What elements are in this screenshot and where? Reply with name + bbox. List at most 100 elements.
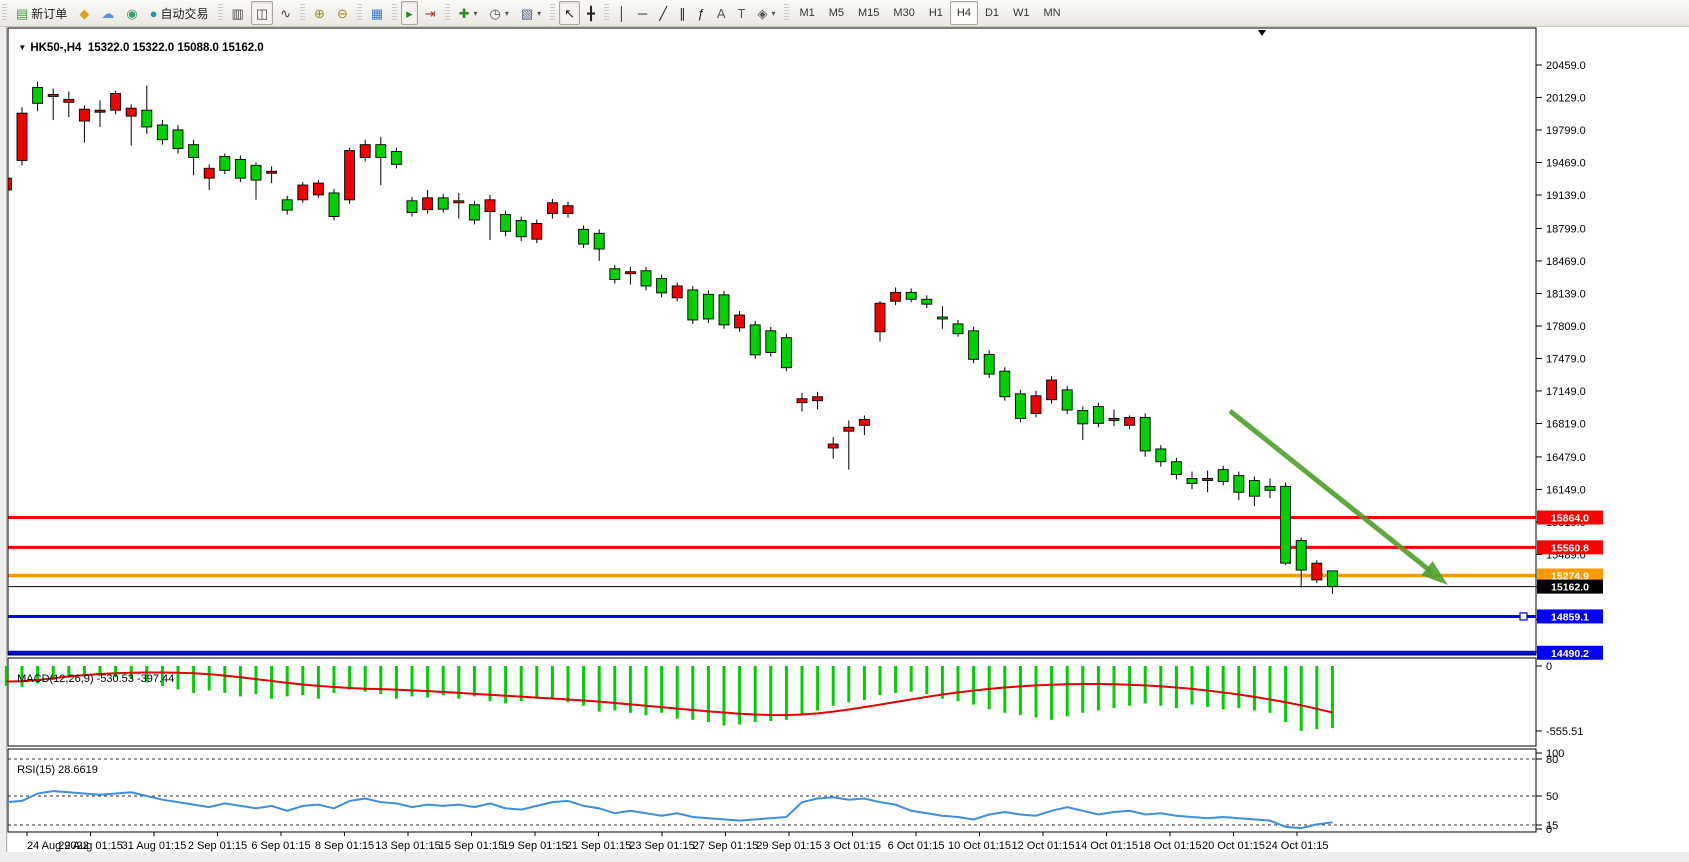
candle-body[interactable] (578, 228, 590, 245)
candle-body[interactable] (968, 330, 980, 360)
candle-body[interactable] (687, 289, 699, 321)
candle-body[interactable] (390, 151, 402, 165)
candle-body[interactable] (734, 314, 746, 329)
candle-body[interactable] (593, 232, 605, 250)
cursor-button[interactable]: ↖ (559, 1, 581, 25)
candle-body[interactable] (874, 302, 886, 333)
timeframe-w1-button[interactable]: W1 (1013, 7, 1030, 19)
candle-body[interactable] (297, 184, 309, 201)
candle-body[interactable] (983, 353, 995, 375)
candle-body[interactable] (1155, 448, 1167, 463)
candle-body[interactable] (999, 370, 1011, 398)
candle-body[interactable] (63, 98, 75, 103)
line-chart-button[interactable]: ∿ (275, 1, 296, 25)
timeframe-h4-button[interactable]: H4 (949, 1, 978, 25)
candle-body[interactable] (468, 204, 480, 221)
candle-body[interactable] (780, 337, 792, 369)
candle-body[interactable] (437, 197, 449, 210)
crosshair-button[interactable]: ╋ (582, 1, 600, 25)
candle-body[interactable] (1186, 478, 1198, 484)
candle-body[interactable] (1077, 410, 1089, 425)
candle-body[interactable] (359, 144, 371, 158)
candle-body[interactable] (344, 150, 356, 201)
periods-button[interactable]: ◷ ▾ (485, 1, 514, 25)
candle-body[interactable] (562, 205, 574, 215)
candle-body[interactable] (1, 177, 12, 191)
candle-body[interactable] (32, 87, 44, 104)
candle-body[interactable] (219, 156, 231, 171)
candle-body[interactable] (203, 167, 215, 179)
text-button[interactable]: A (712, 1, 731, 25)
candle-body[interactable] (936, 316, 948, 320)
chart-shift-button[interactable]: ⇥ (420, 1, 441, 25)
candle-body[interactable] (546, 202, 558, 215)
vertical-line-button[interactable]: │ (613, 1, 631, 25)
candle-body[interactable] (827, 443, 839, 449)
horizontal-line-button[interactable]: ─ (633, 1, 652, 25)
signal-icon-button[interactable]: ◉ (121, 1, 142, 25)
candle-body[interactable] (858, 418, 870, 426)
tile-windows-button[interactable]: ▦ (366, 1, 388, 25)
candle-body[interactable] (1202, 478, 1214, 481)
candle-body[interactable] (1264, 485, 1276, 491)
candle-body[interactable] (16, 112, 28, 161)
candle-body[interactable] (312, 182, 324, 196)
candle-body[interactable] (110, 93, 122, 111)
candle-body[interactable] (1295, 540, 1307, 571)
trendline-button[interactable]: ╱ (654, 1, 672, 25)
candle-body[interactable] (1061, 389, 1073, 411)
candle-body[interactable] (1046, 379, 1058, 401)
zoom-in-button[interactable]: ⊕ (309, 1, 330, 25)
candle-body[interactable] (921, 298, 933, 305)
timeframe-d1-button[interactable]: D1 (984, 7, 1000, 19)
timeframe-h1-button[interactable]: H1 (928, 7, 943, 19)
templates-button[interactable]: ▧ ▾ (516, 1, 546, 25)
candle-body[interactable] (1217, 469, 1229, 482)
candle-body[interactable] (765, 330, 777, 353)
chart-shift-marker-icon[interactable] (1258, 30, 1266, 36)
candle-body[interactable] (890, 291, 902, 302)
candle-body[interactable] (624, 271, 636, 275)
auto-trading-button[interactable]: ● 自动交易 (145, 1, 214, 25)
candle-body[interactable] (1108, 417, 1120, 421)
candle-body[interactable] (141, 109, 153, 128)
candle-body[interactable] (453, 200, 465, 204)
candle-body[interactable] (796, 398, 808, 404)
timeframe-mn-button[interactable]: MN (1043, 7, 1061, 19)
candle-body[interactable] (718, 294, 730, 326)
candle-body[interactable] (266, 170, 278, 174)
candle-body[interactable] (47, 93, 59, 97)
candle-body[interactable] (749, 324, 761, 356)
candle-body[interactable] (1233, 475, 1245, 493)
candle-body[interactable] (812, 396, 824, 402)
timeframe-m30-button[interactable]: M30 (893, 7, 915, 19)
indicators-button[interactable]: ✚ ▾ (454, 1, 483, 25)
timeframe-m5-button[interactable]: M5 (828, 7, 845, 19)
candle-body[interactable] (656, 278, 668, 294)
fibonacci-button[interactable]: ƒ (693, 1, 710, 25)
timeframe-m1-button[interactable]: M1 (799, 7, 815, 19)
community-icon-button[interactable]: ☁ (96, 1, 119, 25)
equidistant-channel-button[interactable]: ∥ (674, 1, 691, 25)
candle-body[interactable] (500, 214, 512, 232)
candle-body[interactable] (531, 222, 543, 240)
candle-body[interactable] (952, 323, 964, 335)
candle-body[interactable] (1014, 393, 1026, 419)
candle-body[interactable] (1311, 562, 1323, 581)
line-selection-handle[interactable] (1519, 612, 1528, 621)
candle-body[interactable] (640, 270, 652, 287)
candle-body[interactable] (1248, 480, 1260, 497)
candle-body[interactable] (702, 293, 714, 320)
timeframe-m15-button[interactable]: M15 (858, 7, 880, 19)
arrows-button[interactable]: ◈ ▾ (752, 1, 780, 25)
candle-body[interactable] (609, 268, 621, 281)
candlestick-chart-button[interactable]: ◫ (250, 1, 274, 25)
bar-chart-button[interactable]: ▥ (227, 1, 249, 25)
candle-body[interactable] (1170, 461, 1182, 476)
gold-icon-button[interactable]: ◆ (74, 1, 94, 25)
candle-body[interactable] (172, 129, 184, 150)
candle-body[interactable] (406, 200, 418, 214)
candle-body[interactable] (188, 144, 200, 158)
candle-body[interactable] (422, 197, 434, 211)
